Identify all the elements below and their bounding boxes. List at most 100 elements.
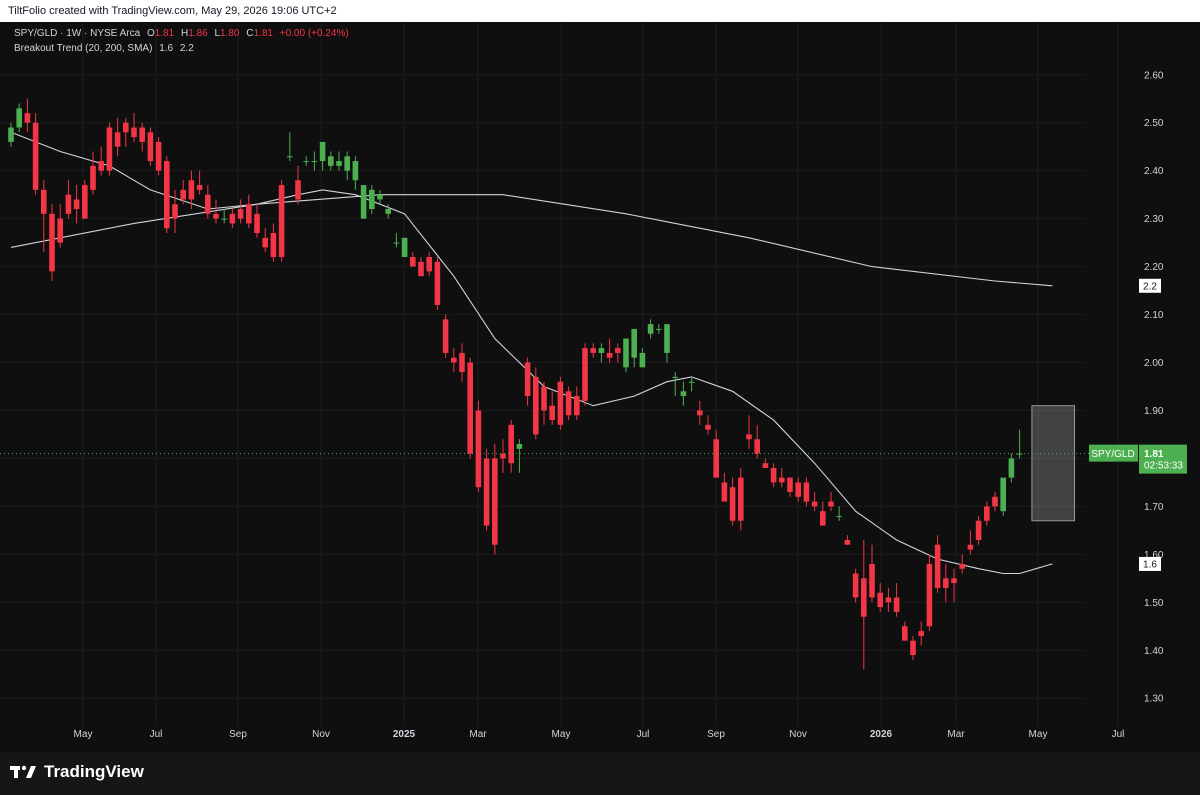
y-tick-label: 2.50 bbox=[1144, 118, 1164, 129]
symbol-label: SPY/GLD · 1W · NYSE Arca bbox=[14, 28, 141, 39]
candle-body bbox=[533, 376, 539, 435]
candle-body bbox=[1008, 458, 1015, 478]
candles bbox=[8, 98, 1023, 670]
candle bbox=[352, 156, 359, 190]
candle-body bbox=[278, 185, 285, 257]
candle-body bbox=[229, 213, 236, 224]
candle-body bbox=[705, 424, 711, 430]
candle-body bbox=[959, 563, 965, 569]
price-tag-price: 1.81 bbox=[1144, 449, 1164, 460]
candle-body bbox=[459, 352, 465, 373]
candle-body bbox=[984, 506, 990, 521]
candle bbox=[664, 324, 670, 363]
candle-body bbox=[410, 257, 416, 267]
candle bbox=[844, 535, 851, 545]
sma20-axis-label: 1.6 bbox=[1143, 559, 1157, 570]
candle bbox=[934, 535, 941, 593]
attribution-text: TiltFolio created with TradingView.com, … bbox=[8, 5, 337, 17]
x-tick-label: May bbox=[74, 729, 93, 740]
candle-body bbox=[352, 161, 359, 181]
candle-body bbox=[631, 328, 637, 358]
candle-body bbox=[885, 597, 892, 603]
candle bbox=[287, 132, 293, 162]
candle bbox=[32, 113, 39, 195]
candle bbox=[762, 458, 769, 469]
sma200-axis-label-bg bbox=[1139, 278, 1161, 293]
candle bbox=[533, 367, 539, 440]
y-tick-label: 1.50 bbox=[1144, 598, 1164, 609]
chart-area[interactable]: 2.60 2.50 2.40 2.30 2.20 2.10 2.00 1.90 1.80 1.70… bbox=[0, 22, 1200, 752]
candle bbox=[918, 621, 924, 646]
sma200-axis-label: 2.2 bbox=[1143, 281, 1157, 292]
x-tick-label: Sep bbox=[707, 729, 725, 740]
candle bbox=[57, 204, 63, 248]
candle bbox=[164, 156, 170, 234]
candle-body bbox=[418, 261, 424, 277]
candle-body bbox=[926, 563, 933, 627]
y-tick-label: 2.40 bbox=[1144, 166, 1164, 177]
candle bbox=[303, 156, 309, 166]
attribution-bar: TiltFolio created with TradingView.com, … bbox=[0, 0, 1200, 22]
candle-body bbox=[803, 482, 810, 502]
x-tick-label: Nov bbox=[789, 729, 807, 740]
candle-body bbox=[196, 185, 203, 190]
candle bbox=[992, 492, 998, 512]
candle-body bbox=[615, 348, 621, 353]
candle bbox=[336, 151, 342, 171]
candle-body bbox=[8, 127, 14, 142]
x-tick-label: May bbox=[552, 729, 571, 740]
candle-body bbox=[377, 194, 383, 200]
candle-body bbox=[270, 233, 277, 257]
candle-body bbox=[155, 141, 162, 171]
candle-body bbox=[82, 185, 88, 219]
candle bbox=[975, 515, 982, 545]
candle bbox=[278, 180, 285, 262]
candle bbox=[328, 151, 334, 171]
candle-body bbox=[131, 127, 137, 138]
candle-body bbox=[992, 496, 998, 507]
candle-body bbox=[434, 261, 441, 305]
candle bbox=[811, 492, 818, 512]
candle-body bbox=[221, 218, 227, 220]
x-tick-label: 2026 bbox=[870, 729, 893, 740]
symbol-legend[interactable]: SPY/GLD · 1W · NYSE Arca O1.81 H1.86 L1.… bbox=[14, 28, 349, 39]
candle-body bbox=[680, 391, 687, 397]
candle bbox=[246, 194, 252, 229]
price-chart[interactable]: 2.60 2.50 2.40 2.30 2.20 2.10 2.00 1.90 1.80 1.70… bbox=[0, 22, 1200, 752]
candle-body bbox=[770, 468, 777, 483]
candle-body bbox=[467, 362, 473, 454]
candle bbox=[73, 185, 80, 224]
candle-body bbox=[787, 477, 793, 492]
candle bbox=[984, 501, 990, 526]
candle bbox=[729, 477, 736, 526]
candle bbox=[467, 357, 473, 459]
y-tick-label: 2.10 bbox=[1144, 310, 1164, 321]
candle-body bbox=[508, 424, 514, 464]
x-tick-label: Jul bbox=[1112, 729, 1125, 740]
candle-body bbox=[475, 410, 482, 488]
candle bbox=[123, 117, 129, 147]
candle-body bbox=[24, 113, 31, 123]
candle-body bbox=[32, 122, 39, 190]
tradingview-logo[interactable]: TradingView bbox=[10, 762, 144, 782]
candle-body bbox=[213, 213, 219, 219]
candle bbox=[672, 372, 678, 397]
candle-body bbox=[762, 463, 769, 469]
candle-body bbox=[385, 209, 391, 214]
candle bbox=[598, 343, 605, 363]
x-tick-label: Mar bbox=[469, 729, 487, 740]
candle bbox=[680, 381, 687, 406]
candle bbox=[139, 122, 145, 152]
candle bbox=[836, 506, 842, 521]
candle-body bbox=[565, 391, 572, 416]
candle bbox=[344, 151, 350, 181]
candle-body bbox=[975, 520, 982, 540]
candle-body bbox=[262, 237, 268, 248]
indicator-legend[interactable]: Breakout Trend (20, 200, SMA) 1.6 2.2 bbox=[14, 43, 194, 54]
candle bbox=[861, 539, 867, 670]
candle-body bbox=[442, 319, 449, 353]
candle bbox=[131, 113, 137, 142]
candle bbox=[16, 103, 22, 133]
candle-body bbox=[738, 477, 744, 521]
candle bbox=[262, 228, 268, 253]
